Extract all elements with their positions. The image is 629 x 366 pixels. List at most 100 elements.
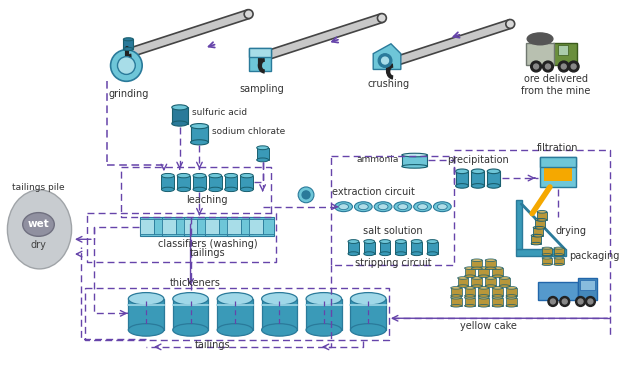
Circle shape bbox=[548, 296, 558, 306]
Text: precipitation: precipitation bbox=[447, 155, 509, 165]
Ellipse shape bbox=[531, 242, 541, 245]
Circle shape bbox=[586, 296, 595, 306]
Text: grinding: grinding bbox=[108, 89, 148, 99]
Bar bbox=[506, 298, 517, 306]
Ellipse shape bbox=[172, 121, 187, 126]
Circle shape bbox=[302, 191, 310, 199]
Bar bbox=[465, 288, 476, 296]
Bar bbox=[402, 155, 428, 167]
Ellipse shape bbox=[173, 292, 208, 305]
Circle shape bbox=[255, 53, 264, 62]
Ellipse shape bbox=[128, 292, 164, 305]
Ellipse shape bbox=[162, 173, 174, 178]
Ellipse shape bbox=[487, 169, 500, 173]
Ellipse shape bbox=[458, 277, 469, 279]
Ellipse shape bbox=[535, 227, 545, 229]
Ellipse shape bbox=[418, 204, 428, 210]
Ellipse shape bbox=[402, 165, 428, 168]
Ellipse shape bbox=[177, 173, 190, 178]
Ellipse shape bbox=[471, 277, 482, 279]
Ellipse shape bbox=[542, 257, 552, 259]
Bar bbox=[455, 171, 469, 186]
Bar bbox=[262, 299, 297, 330]
Bar bbox=[205, 217, 231, 236]
Ellipse shape bbox=[478, 295, 489, 297]
Ellipse shape bbox=[451, 296, 462, 299]
Text: ammonia: ammonia bbox=[357, 155, 399, 164]
Bar bbox=[492, 288, 503, 296]
Ellipse shape bbox=[542, 264, 552, 265]
Bar bbox=[193, 176, 206, 189]
Text: stripping circuit: stripping circuit bbox=[355, 258, 431, 268]
Ellipse shape bbox=[398, 204, 408, 210]
Ellipse shape bbox=[128, 324, 164, 336]
Bar bbox=[577, 278, 598, 299]
Ellipse shape bbox=[492, 275, 503, 277]
Text: ore delivered
from the mine: ore delivered from the mine bbox=[521, 74, 591, 96]
Bar bbox=[177, 176, 190, 189]
Ellipse shape bbox=[378, 204, 388, 210]
Bar bbox=[554, 258, 564, 265]
Ellipse shape bbox=[394, 202, 412, 212]
Bar bbox=[516, 200, 522, 249]
Bar bbox=[458, 278, 469, 286]
Bar bbox=[540, 157, 576, 187]
Ellipse shape bbox=[335, 202, 352, 212]
Bar bbox=[249, 48, 270, 57]
Ellipse shape bbox=[380, 252, 391, 255]
Text: tailings pile: tailings pile bbox=[12, 183, 65, 193]
Text: classifiers (washing): classifiers (washing) bbox=[157, 239, 257, 249]
Ellipse shape bbox=[402, 153, 428, 157]
FancyArrow shape bbox=[259, 14, 383, 62]
Ellipse shape bbox=[485, 259, 496, 261]
Ellipse shape bbox=[537, 210, 547, 213]
Circle shape bbox=[562, 299, 567, 304]
Ellipse shape bbox=[411, 252, 422, 255]
Bar bbox=[544, 163, 572, 181]
Ellipse shape bbox=[123, 48, 133, 51]
Ellipse shape bbox=[554, 257, 564, 259]
Bar bbox=[465, 298, 476, 306]
Ellipse shape bbox=[348, 240, 359, 243]
Ellipse shape bbox=[123, 38, 133, 41]
Ellipse shape bbox=[225, 173, 237, 178]
Ellipse shape bbox=[554, 264, 564, 265]
Ellipse shape bbox=[162, 187, 174, 191]
Ellipse shape bbox=[354, 202, 372, 212]
Bar bbox=[492, 268, 503, 276]
Ellipse shape bbox=[478, 305, 489, 307]
Bar bbox=[380, 242, 391, 254]
Ellipse shape bbox=[191, 124, 208, 129]
Ellipse shape bbox=[506, 295, 517, 297]
Bar bbox=[348, 242, 359, 254]
Ellipse shape bbox=[240, 173, 253, 178]
Bar bbox=[537, 212, 547, 220]
Ellipse shape bbox=[465, 287, 476, 289]
Ellipse shape bbox=[465, 296, 476, 299]
Bar bbox=[579, 280, 595, 290]
Text: salt solution: salt solution bbox=[363, 226, 423, 236]
Bar bbox=[542, 248, 552, 255]
Ellipse shape bbox=[262, 292, 297, 305]
Circle shape bbox=[561, 64, 566, 69]
Bar bbox=[184, 219, 198, 234]
Bar bbox=[306, 299, 342, 330]
Polygon shape bbox=[526, 43, 554, 64]
Bar bbox=[184, 217, 209, 236]
Ellipse shape bbox=[427, 240, 438, 243]
Ellipse shape bbox=[380, 240, 391, 243]
Bar bbox=[191, 126, 208, 142]
Bar bbox=[227, 219, 241, 234]
Circle shape bbox=[382, 57, 389, 64]
Ellipse shape bbox=[193, 187, 206, 191]
Text: leaching: leaching bbox=[187, 195, 228, 205]
Ellipse shape bbox=[240, 187, 253, 191]
Bar bbox=[162, 176, 174, 189]
Ellipse shape bbox=[537, 219, 547, 221]
Bar bbox=[257, 148, 269, 160]
Ellipse shape bbox=[374, 202, 392, 212]
Bar bbox=[175, 219, 187, 234]
Circle shape bbox=[550, 299, 555, 304]
Ellipse shape bbox=[225, 187, 237, 191]
Bar bbox=[241, 219, 253, 234]
